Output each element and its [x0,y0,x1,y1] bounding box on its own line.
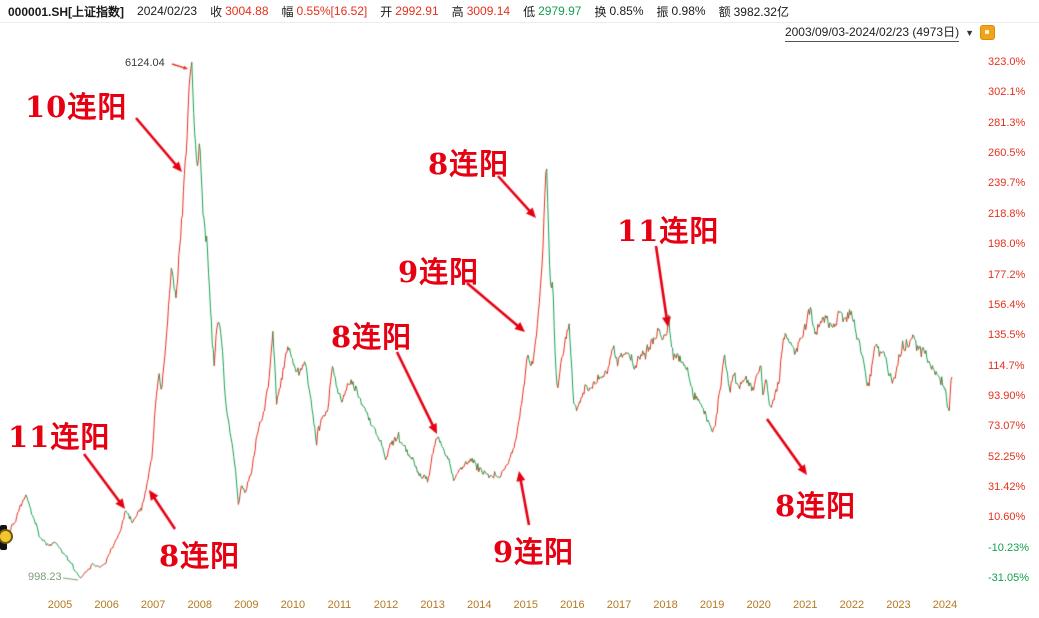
field-close-label: 收 [210,4,223,19]
y-tick-label: 281.3% [988,116,1026,129]
field-close: 收 3004.88 [210,3,268,20]
x-tick-label: 2016 [560,599,585,611]
x-tick-label: 2024 [932,599,958,611]
chevron-down-icon[interactable]: ▼ [965,27,974,38]
x-tick-label: 2012 [373,599,399,611]
x-tick-label: 2021 [793,599,818,611]
y-tick-label: 260.5% [988,147,1026,160]
annotation-label: 10连阳 [25,90,128,124]
x-tick-label: 2014 [466,599,492,611]
field-change-label: 幅 [281,4,294,19]
x-tick-label: 2009 [234,599,259,611]
x-tick-label: 2010 [280,599,306,611]
y-tick-label: -31.05% [988,572,1029,585]
y-tick-label: 218.8% [988,207,1026,220]
field-low: 低 2979.97 [523,3,581,20]
y-tick-label: 302.1% [988,86,1026,99]
annotation-label: 9连阳 [493,535,575,569]
x-tick-label: 2005 [47,599,73,611]
y-tick-label: 73.07% [988,420,1026,433]
y-tick-label: 52.25% [988,450,1026,463]
x-tick-label: 2011 [327,599,352,611]
field-low-label: 低 [523,4,536,19]
annotation-label: 9连阳 [398,255,480,289]
field-change: 幅 0.55%[16.52] [282,3,368,20]
field-open-value: 2992.91 [395,4,439,18]
x-tick-label: 2020 [746,599,771,611]
field-high: 高 3009.14 [452,3,510,20]
field-amount-label: 额 [718,4,731,19]
annotation-label: 8连阳 [428,147,510,181]
annotation-label: 11连阳 [617,214,720,248]
field-amount: 额 3982.32亿 [719,3,789,20]
date-range-selector[interactable]: 2003/09/03-2024/02/23 (4973日) ▼ [784,23,995,42]
field-change-value: 0.55%[16.52] [296,4,368,18]
field-high-value: 3009.14 [466,4,511,18]
x-tick-label: 2008 [187,599,212,611]
field-open: 开 2992.91 [380,3,438,20]
y-tick-label: 135.5% [988,329,1026,342]
quote-date: 2024/02/23 [137,4,198,18]
x-tick-label: 2018 [653,599,678,611]
x-tick-label: 2023 [886,599,911,611]
annotation-label: 11连阳 [8,420,111,454]
field-turnover-label: 换 [594,4,607,19]
peak-price-label: 6124.04 [125,57,165,69]
y-tick-label: 93.90% [988,389,1026,402]
quote-header: 000001.SH[上证指数] 2024/02/23 收 3004.88 幅 0… [0,0,1039,23]
y-tick-label: 156.4% [988,298,1026,311]
y-tick-label: 114.7% [988,359,1025,372]
y-tick-label: -10.23% [988,541,1029,554]
field-amount-value: 3982.32亿 [733,4,789,19]
x-tick-label: 2022 [839,599,865,611]
series-start-marker-icon [0,529,13,544]
annotation-label: 8连阳 [159,539,241,573]
trough-price-label: 998.23 [28,571,62,583]
annotation-label: 8连阳 [331,320,413,354]
date-range-label[interactable]: 2003/09/03-2024/02/23 (4973日) [784,23,960,42]
y-tick-label: 239.7% [988,177,1026,190]
x-tick-label: 2015 [513,599,539,611]
field-amplitude-value: 0.98% [671,4,706,18]
field-turnover: 换 0.85% [594,3,643,20]
field-amplitude-label: 振 [656,4,669,19]
y-tick-label: 198.0% [988,238,1026,251]
pin-icon[interactable] [980,25,995,40]
symbol-name[interactable]: 000001.SH[上证指数] [8,4,125,19]
field-high-label: 高 [451,4,464,19]
x-tick-label: 2019 [699,599,725,611]
field-low-value: 2979.97 [538,4,582,18]
x-tick-label: 2013 [420,599,445,611]
x-tick-label: 2017 [606,599,632,611]
x-tick-label: 2007 [140,599,166,611]
y-tick-label: 31.42% [988,481,1026,494]
field-turnover-value: 0.85% [609,4,644,18]
y-tick-label: 10.60% [988,511,1026,524]
field-open-label: 开 [380,4,393,19]
field-amplitude: 振 0.98% [657,3,706,20]
field-close-value: 3004.88 [225,4,269,18]
x-tick-label: 2006 [94,599,119,611]
y-tick-label: 323.0% [988,56,1026,68]
y-tick-label: 177.2% [988,268,1026,281]
annotation-label: 8连阳 [775,489,857,523]
